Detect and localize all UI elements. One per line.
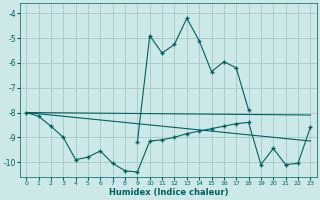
X-axis label: Humidex (Indice chaleur): Humidex (Indice chaleur) [108,188,228,197]
